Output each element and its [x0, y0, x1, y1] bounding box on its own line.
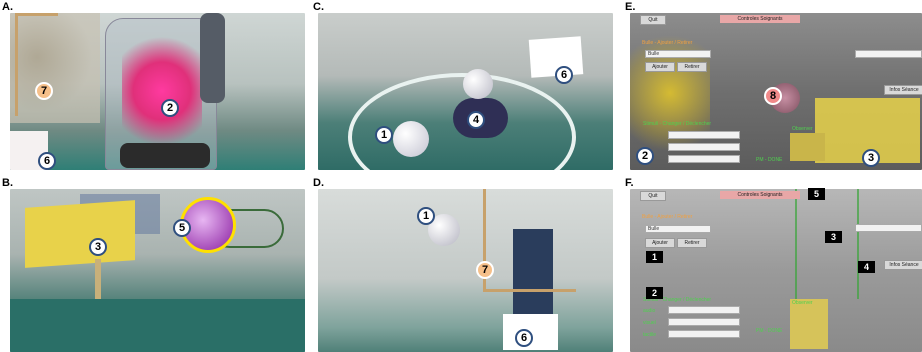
marker-d-7: 7 — [476, 261, 494, 279]
f-tactile-label: tactile — [643, 332, 657, 338]
bubble-left — [393, 121, 429, 157]
e-quit-button[interactable]: Quit — [640, 15, 666, 25]
e-remove-button[interactable]: Retirer — [677, 62, 707, 72]
label-d: D. — [313, 177, 324, 189]
marker-c-6: 6 — [555, 66, 573, 84]
f-remove-button[interactable]: Retirer — [677, 238, 707, 248]
e-bulle-select[interactable]: Bulle — [645, 50, 711, 58]
f-stimuli-title: Stimuli - Changer / Déclencher — [643, 297, 712, 303]
f-tag-2: 2 — [646, 287, 664, 299]
label-f: F. — [625, 177, 634, 189]
frame-wood — [15, 13, 58, 116]
label-a: A. — [2, 1, 13, 13]
f-add-button[interactable]: Ajouter — [645, 238, 675, 248]
wall-climbing — [10, 13, 100, 123]
e-pm-label: PM - DONE — [756, 157, 783, 163]
f-tag-4: 4 — [858, 261, 876, 273]
panel-b-photo — [10, 189, 305, 352]
e-observer-label: Observer — [792, 126, 813, 132]
marker-d-6: 6 — [515, 329, 533, 347]
f-top-right-select[interactable] — [855, 224, 922, 232]
marker-e-3: 3 — [862, 149, 880, 167]
bubble-top — [463, 69, 493, 99]
f-audio-label: audio — [643, 308, 656, 314]
door-dark — [513, 229, 553, 319]
f-bulle-select[interactable]: Bulle — [645, 225, 711, 233]
marker-a-2: 2 — [161, 99, 179, 117]
green-cables — [795, 189, 859, 299]
f-spawn-title: Bulle - Ajouter / Retirer — [642, 214, 693, 220]
f-info-button[interactable]: Infos Séance — [884, 260, 922, 270]
f-tag-1: 1 — [646, 251, 664, 263]
e-stimuli-select-3[interactable] — [668, 155, 740, 163]
panel-c-photo — [318, 13, 613, 170]
f-controls-tab[interactable]: Controles Soignants — [720, 191, 800, 199]
panel-d-photo — [318, 189, 613, 352]
e-stimuli-select-2[interactable] — [668, 143, 740, 151]
teal-mat — [10, 299, 305, 352]
person — [200, 13, 225, 103]
base-dark — [120, 143, 210, 168]
label-b: B. — [2, 177, 13, 189]
e-stimuli-select-1[interactable] — [668, 131, 740, 139]
f-audio-select[interactable] — [668, 306, 740, 314]
f-observer-label: Observer — [792, 300, 813, 306]
f-visuel-label: visuel — [643, 320, 656, 326]
marker-a-6: 6 — [38, 152, 56, 170]
music-panel — [25, 200, 135, 268]
f-tag-5: 5 — [808, 188, 826, 200]
marker-d-1: 1 — [417, 207, 435, 225]
e-controls-tab[interactable]: Controles Soignants — [720, 15, 800, 23]
marker-c-1: 1 — [375, 126, 393, 144]
particles — [122, 31, 202, 151]
e-stimuli-title: Stimuli - Changer / Déclencher — [643, 121, 712, 127]
f-quit-button[interactable]: Quit — [640, 191, 666, 201]
marker-c-4: 4 — [467, 111, 485, 129]
observer-box-e — [790, 133, 825, 161]
label-e: E. — [625, 1, 636, 13]
f-tag-3: 3 — [825, 231, 843, 243]
frame-d — [483, 189, 576, 292]
e-spawn-title: Bulle - Ajouter / Retirer — [642, 40, 693, 46]
f-pm-label: PM - DONE — [756, 328, 783, 334]
e-info-button[interactable]: Infos Séance — [884, 85, 922, 95]
observer-box-f — [790, 299, 828, 349]
marker-a-7: 7 — [35, 82, 53, 100]
marker-b-5: 5 — [173, 219, 191, 237]
f-tactile-select[interactable] — [668, 330, 740, 338]
marker-e-2: 2 — [636, 147, 654, 165]
marker-e-8: 8 — [764, 87, 782, 105]
marker-b-3: 3 — [89, 238, 107, 256]
e-add-button[interactable]: Ajouter — [645, 62, 675, 72]
panel-a-photo — [10, 13, 305, 170]
f-visuel-select[interactable] — [668, 318, 740, 326]
e-top-right-select[interactable] — [855, 50, 922, 58]
label-c: C. — [313, 1, 324, 13]
